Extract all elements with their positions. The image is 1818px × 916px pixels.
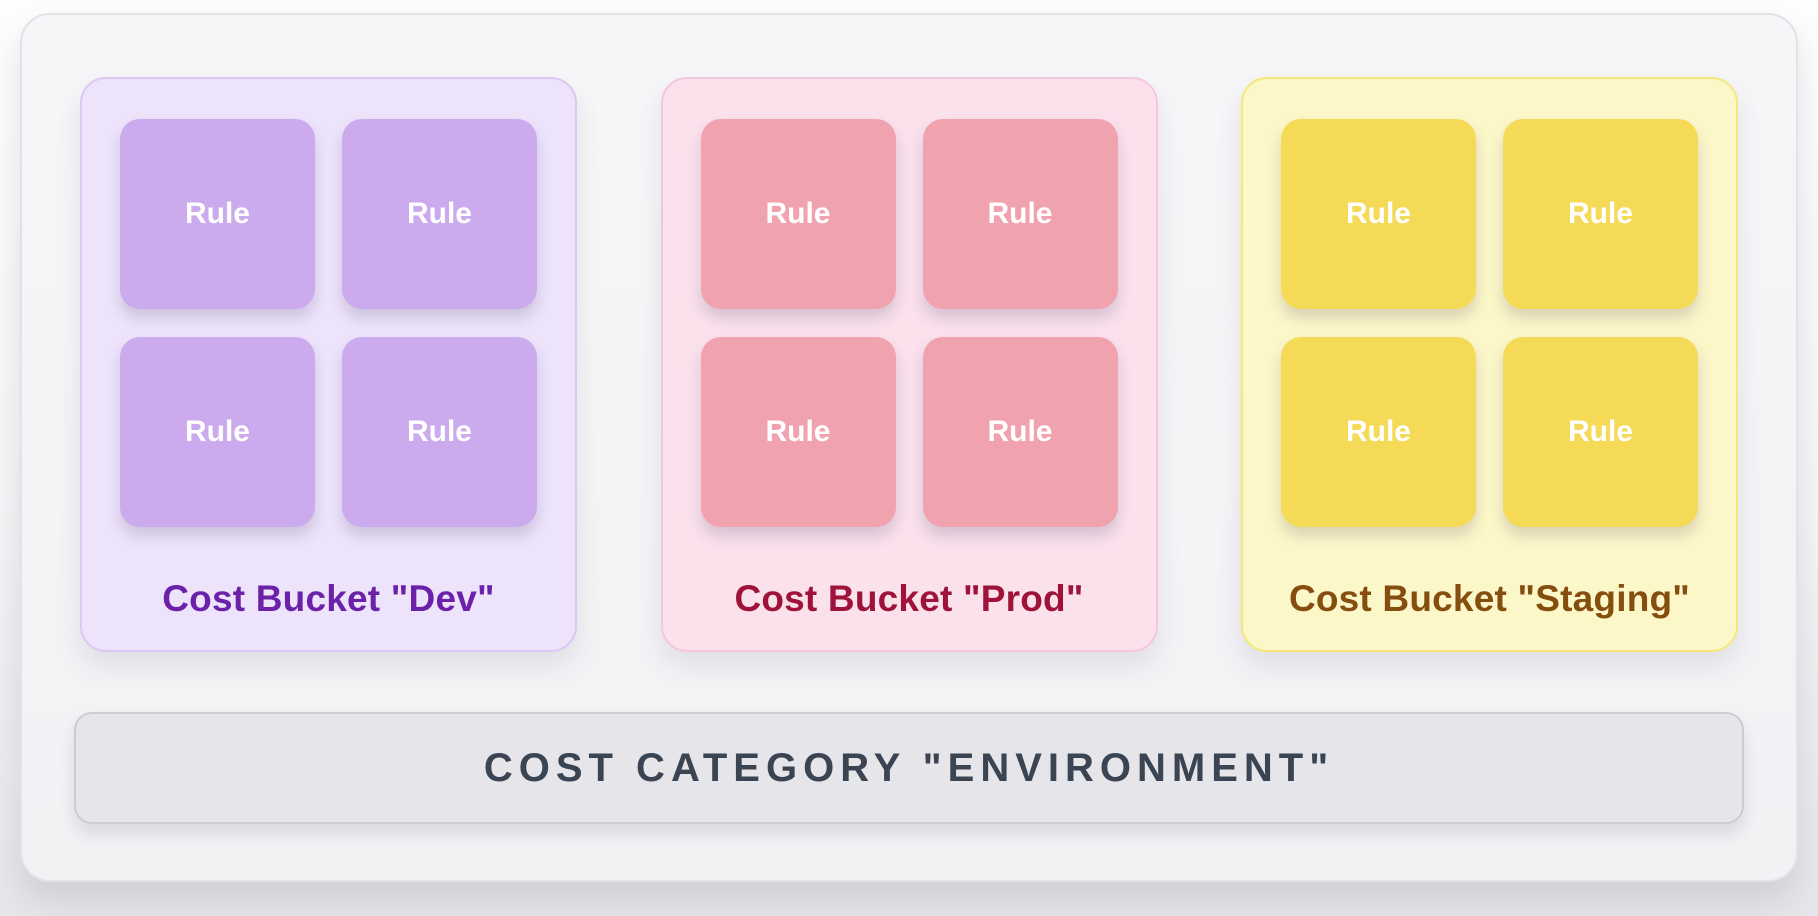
diagram-canvas: Rule Rule Rule Rule Cost Bucket "Dev" Ru… xyxy=(20,13,1798,882)
rule-tile: Rule xyxy=(700,119,896,309)
rule-tile: Rule xyxy=(120,337,315,527)
cost-bucket-staging: Rule Rule Rule Rule Cost Bucket "Staging… xyxy=(1241,77,1738,652)
rule-tile: Rule xyxy=(922,119,1118,309)
rule-tile: Rule xyxy=(1503,337,1698,527)
cost-bucket-prod: Rule Rule Rule Rule Cost Bucket "Prod" xyxy=(660,77,1158,652)
bucket-title-prod: Cost Bucket "Prod" xyxy=(734,578,1084,619)
rule-tile: Rule xyxy=(342,337,537,527)
rule-tile: Rule xyxy=(1503,119,1698,309)
cost-buckets-row: Rule Rule Rule Rule Cost Bucket "Dev" Ru… xyxy=(74,77,1744,652)
rule-tile: Rule xyxy=(1281,119,1476,309)
bucket-title-staging: Cost Bucket "Staging" xyxy=(1288,578,1691,619)
rule-grid-dev: Rule Rule Rule Rule xyxy=(120,119,537,527)
bucket-title-dev: Cost Bucket "Dev" xyxy=(162,578,495,619)
rule-tile: Rule xyxy=(922,337,1118,527)
cost-category-label: COST CATEGORY "ENVIRONMENT" xyxy=(483,745,1335,790)
cost-category-bar: COST CATEGORY "ENVIRONMENT" xyxy=(74,712,1744,824)
rule-tile: Rule xyxy=(1281,337,1476,527)
cost-bucket-dev: Rule Rule Rule Rule Cost Bucket "Dev" xyxy=(80,77,577,652)
rule-grid-staging: Rule Rule Rule Rule xyxy=(1281,119,1698,527)
rule-tile: Rule xyxy=(120,119,315,309)
rule-grid-prod: Rule Rule Rule Rule xyxy=(700,119,1118,527)
rule-tile: Rule xyxy=(700,337,896,527)
rule-tile: Rule xyxy=(342,119,537,309)
